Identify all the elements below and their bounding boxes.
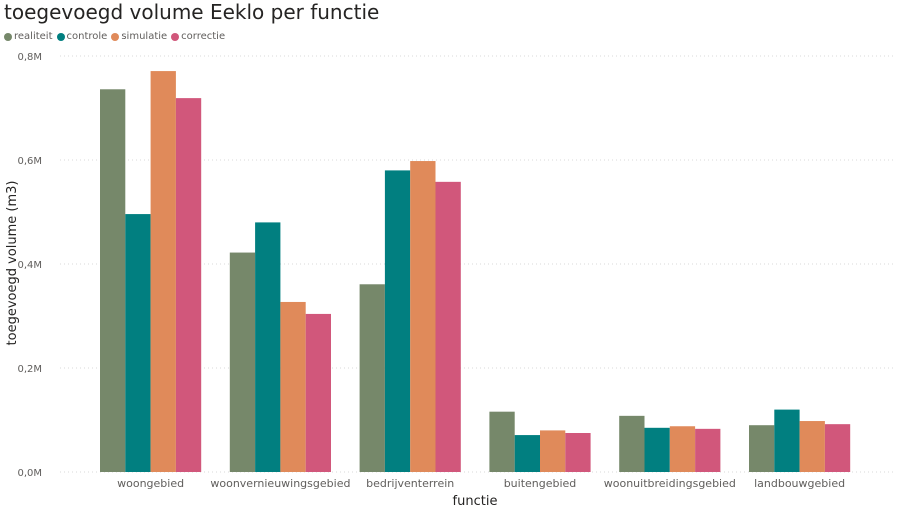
bar-realiteit-woonuitbreidingsgebied[interactable] xyxy=(619,415,645,472)
chart-title: toegevoegd volume Eeklo per functie xyxy=(4,0,380,24)
bar-simulatie-landbouwgebied[interactable] xyxy=(799,421,825,472)
y-tick-label: 0,4M xyxy=(17,260,42,271)
bar-controle-woonuitbreidingsgebied[interactable] xyxy=(644,427,670,472)
legend-item-correctie[interactable]: correctie xyxy=(171,31,225,42)
bar-controle-woonvernieuwingsgebied[interactable] xyxy=(255,222,281,472)
x-tick-label: landbouwgebied xyxy=(754,477,845,490)
bar-correctie-woonuitbreidingsgebied[interactable] xyxy=(695,428,721,472)
bar-correctie-bedrijventerrein[interactable] xyxy=(435,181,461,472)
y-tick-label: 0,8M xyxy=(17,52,42,63)
bar-controle-landbouwgebied[interactable] xyxy=(774,409,800,472)
bar-simulatie-woongebied[interactable] xyxy=(150,71,176,472)
bar-realiteit-landbouwgebied[interactable] xyxy=(749,425,775,472)
legend-label: realiteit xyxy=(14,31,53,42)
bar-realiteit-buitengebied[interactable] xyxy=(489,411,515,472)
y-tick-label: 0,6M xyxy=(17,156,42,167)
legend-dot-icon xyxy=(4,32,12,41)
legend-item-simulatie[interactable]: simulatie xyxy=(111,31,167,42)
legend-label: controle xyxy=(66,31,108,42)
x-tick-label: woongebied xyxy=(117,477,184,490)
bar-controle-woongebied[interactable] xyxy=(125,214,151,472)
y-tick-label: 0,0M xyxy=(17,468,42,479)
legend-dot-icon xyxy=(111,32,120,41)
bar-simulatie-woonvernieuwingsgebied[interactable] xyxy=(280,301,306,472)
bar-simulatie-buitengebied[interactable] xyxy=(540,430,566,472)
bar-correctie-woonvernieuwingsgebied[interactable] xyxy=(305,313,331,472)
bar-realiteit-woongebied[interactable] xyxy=(100,89,126,472)
bar-realiteit-woonvernieuwingsgebied[interactable] xyxy=(229,252,256,472)
bar-correctie-woongebied[interactable] xyxy=(175,98,202,473)
chart-legend: realiteit controle simulatie correctie xyxy=(4,31,229,42)
y-axis-title: toegevoegd volume (m3) xyxy=(5,181,20,346)
legend-dot-icon xyxy=(56,32,65,41)
bar-correctie-landbouwgebied[interactable] xyxy=(824,424,851,472)
bar-simulatie-bedrijventerrein[interactable] xyxy=(410,161,436,473)
x-tick-label: buitengebied xyxy=(504,477,577,490)
legend-item-controle[interactable]: controle xyxy=(56,31,108,42)
legend-item-realiteit[interactable]: realiteit xyxy=(4,31,53,42)
legend-dot-icon xyxy=(171,32,180,41)
bar-simulatie-woonuitbreidingsgebied[interactable] xyxy=(669,426,696,472)
legend-label: correctie xyxy=(181,31,226,42)
bar-controle-buitengebied[interactable] xyxy=(514,435,540,472)
bar-realiteit-bedrijventerrein[interactable] xyxy=(359,284,385,472)
x-tick-label: woonuitbreidingsgebied xyxy=(604,477,736,490)
bar-correctie-buitengebied[interactable] xyxy=(565,433,591,472)
legend-label: simulatie xyxy=(121,31,168,42)
x-tick-label: woonvernieuwingsgebied xyxy=(210,477,350,490)
x-tick-label: bedrijventerrein xyxy=(366,477,454,490)
x-axis-title: functie xyxy=(453,494,498,509)
y-tick-label: 0,2M xyxy=(17,364,42,375)
bar-controle-bedrijventerrein[interactable] xyxy=(384,170,411,472)
